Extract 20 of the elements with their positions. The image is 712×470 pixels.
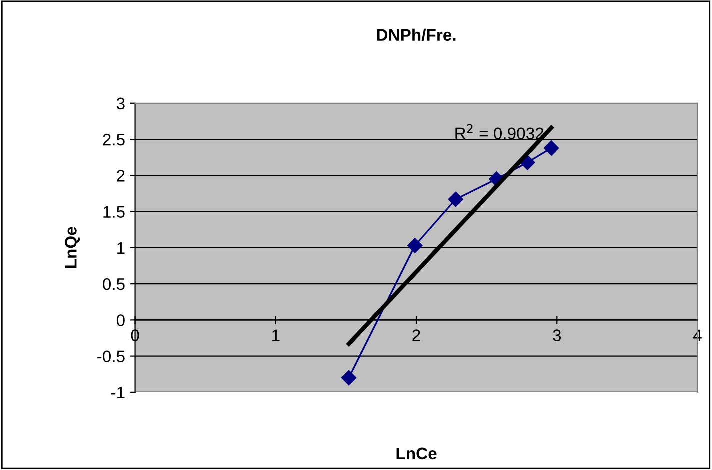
x-tick-label: 4 <box>694 330 702 342</box>
x-axis-title: LnCe <box>396 448 437 460</box>
y-tick-label: -0.5 <box>98 350 125 363</box>
point <box>544 140 560 156</box>
y-tick-label: 0 <box>116 314 125 326</box>
y-tick-label: 0.5 <box>103 278 125 290</box>
chart-title: DNPh/Fre. <box>377 28 456 42</box>
x-tick-label: 1 <box>272 330 280 342</box>
y-tick-label: 1.5 <box>104 206 125 218</box>
y-tick-label: 2 <box>117 170 125 182</box>
x-tick-label: 3 <box>553 330 562 342</box>
y-tick-label: 2.5 <box>103 134 125 146</box>
x-tick-label: 2 <box>412 330 420 342</box>
point <box>408 238 423 254</box>
y-tick-label: 1 <box>118 242 125 254</box>
point <box>448 192 464 208</box>
y-tick-label: 3 <box>116 98 125 110</box>
y-axis-title: LnQe <box>65 227 80 268</box>
point <box>341 370 357 386</box>
y-tick-label: -1 <box>111 387 125 398</box>
